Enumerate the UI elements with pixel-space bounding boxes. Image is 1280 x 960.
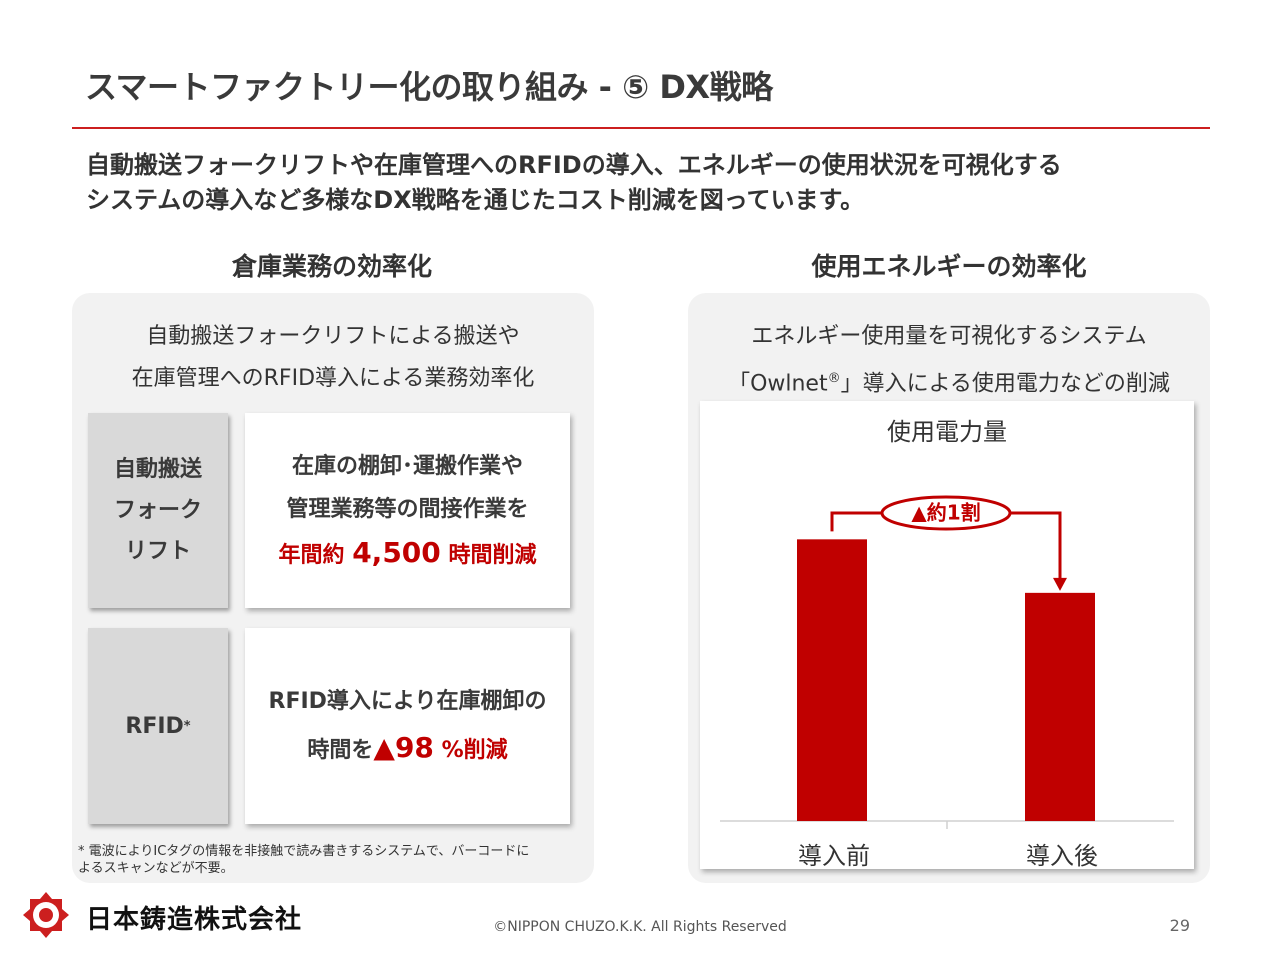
rfid-footnote-mark: * bbox=[183, 718, 191, 734]
chart-title: 使用電力量 bbox=[887, 418, 1007, 446]
reduction-callout-ellipse bbox=[880, 495, 1012, 531]
power-usage-chart: ▲約1割 bbox=[720, 495, 1174, 829]
warehouse-section-heading: 倉庫業務の効率化 bbox=[231, 252, 432, 281]
rfid-label-box: RFID * bbox=[88, 628, 228, 824]
page-number: 29 bbox=[1169, 916, 1190, 935]
x-label-after: 導入後 bbox=[1026, 842, 1098, 870]
lead-text: 自動搬送フォークリフトや在庫管理へのRFIDの導入、エネルギーの使用状況を可視化… bbox=[86, 148, 1206, 218]
reduction-arrow-head bbox=[1053, 577, 1067, 591]
forklift-content-box: 在庫の棚卸･運搬作業や 管理業務等の間接作業を 年間約 4,500 時間削減 bbox=[245, 413, 570, 608]
lead-line-1: 自動搬送フォークリフトや在庫管理へのRFIDの導入、エネルギーの使用状況を可視化… bbox=[86, 151, 1062, 179]
page-title: スマートファクトリー化の取り組み - ⑤ DX戦略 bbox=[85, 68, 773, 106]
rfid-reduction-suffix: %削減 bbox=[433, 737, 508, 763]
forklift-label-line-3: リフト bbox=[124, 539, 191, 564]
energy-subtitle-line-1: エネルギー使用量を可視化するシステム bbox=[751, 324, 1147, 349]
reduction-callout-text: ▲約1割 bbox=[911, 501, 980, 525]
rfid-text-line-2: 時間を▲98 %削減 bbox=[307, 725, 507, 774]
energy-subtitle: エネルギー使用量を可視化するシステム 「Owlnet®」導入による使用電力などの… bbox=[688, 316, 1210, 405]
energy-section-heading: 使用エネルギーの効率化 bbox=[811, 252, 1087, 281]
forklift-text-line-2: 管理業務等の間接作業を bbox=[286, 496, 529, 522]
title-divider bbox=[72, 127, 1210, 129]
forklift-reduction-prefix: 年間約 bbox=[278, 542, 353, 568]
forklift-reduction-value: 4,500 bbox=[352, 535, 441, 569]
rfid-text-line-1: RFID導入により在庫棚卸の bbox=[268, 688, 547, 714]
rfid-reduction-value: ▲98 bbox=[373, 730, 434, 764]
x-label-before: 導入前 bbox=[798, 842, 870, 870]
company-name: 日本鋳造株式会社 bbox=[86, 905, 303, 935]
copyright-text: ©NIPPON CHUZO.K.K. All Rights Reserved bbox=[493, 919, 787, 935]
forklift-label-box: 自動搬送 フォーク リフト bbox=[88, 413, 228, 608]
energy-subtitle-pre: 「Owlnet bbox=[728, 371, 828, 397]
forklift-reduction: 年間約 4,500 時間削減 bbox=[279, 531, 537, 577]
rfid-content-box: RFID導入により在庫棚卸の 時間を▲98 %削減 bbox=[245, 628, 570, 824]
registered-mark: ® bbox=[827, 371, 841, 386]
rfid-text-prefix: 時間を bbox=[307, 737, 374, 763]
energy-subtitle-line-2: 「Owlnet®」導入による使用電力などの削減 bbox=[688, 358, 1210, 405]
bar-after bbox=[1025, 592, 1095, 821]
rfid-label: RFID bbox=[125, 713, 184, 739]
forklift-reduction-suffix: 時間削減 bbox=[440, 542, 537, 568]
lead-line-2: システムの導入など多様なDX戦略を通じたコスト削減を図っています。 bbox=[86, 186, 865, 214]
warehouse-subtitle: 自動搬送フォークリフトによる搬送や 在庫管理へのRFID導入による業務効率化 bbox=[72, 316, 594, 400]
footnote-line-1: * 電波によりICタグの情報を非接触で読み書きするシステムで、バーコードに bbox=[78, 844, 530, 859]
footnote-line-2: よるスキャンなどが不要。 bbox=[78, 861, 234, 876]
bar-before bbox=[797, 539, 867, 821]
forklift-text-line-1: 在庫の棚卸･運搬作業や bbox=[291, 453, 523, 479]
rfid-footnote: * 電波によりICタグの情報を非接触で読み書きするシステムで、バーコードに よる… bbox=[78, 843, 598, 877]
forklift-label-line-2: フォーク bbox=[113, 498, 202, 523]
energy-subtitle-post: 」導入による使用電力などの削減 bbox=[840, 371, 1170, 397]
chart-frame bbox=[700, 401, 1194, 869]
warehouse-subtitle-line-2: 在庫管理へのRFID導入による業務効率化 bbox=[131, 366, 535, 391]
company-logo-icon bbox=[23, 892, 69, 938]
forklift-label-line-1: 自動搬送 bbox=[113, 457, 202, 482]
warehouse-subtitle-line-1: 自動搬送フォークリフトによる搬送や bbox=[146, 324, 520, 349]
